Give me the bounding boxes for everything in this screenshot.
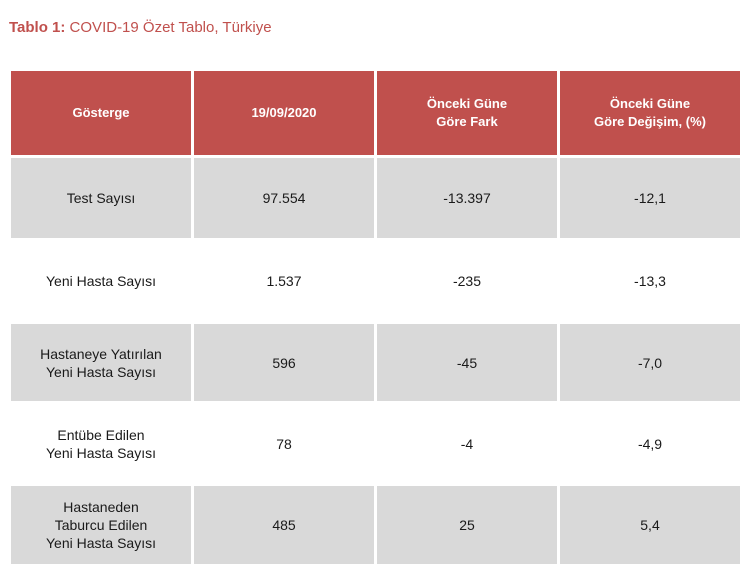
caption-label: Tablo 1:: [9, 19, 66, 36]
covid-summary-table: Gösterge 19/09/2020 Önceki Güne Göre Far…: [8, 68, 743, 567]
cell-difference: -45: [377, 324, 557, 401]
row-label: Hastaneden Taburcu Edilen Yeni Hasta Say…: [11, 486, 191, 564]
row-label: Test Sayısı: [11, 158, 191, 238]
row-label: Hastaneye Yatırılan Yeni Hasta Sayısı: [11, 324, 191, 401]
cell-change-percent: -13,3: [560, 241, 740, 321]
header-indicator: Gösterge: [11, 71, 191, 155]
cell-change-percent: 5,4: [560, 486, 740, 564]
cell-difference: -235: [377, 241, 557, 321]
cell-value: 1.537: [194, 241, 374, 321]
table-row: Entübe Edilen Yeni Hasta Sayısı 78 -4 -4…: [11, 404, 740, 483]
header-daily-change-percent: Önceki Güne Göre Değişim, (%): [560, 71, 740, 155]
cell-difference: -4: [377, 404, 557, 483]
table-caption: Tablo 1: COVID-19 Özet Tablo, Türkiye: [9, 19, 272, 36]
cell-difference: 25: [377, 486, 557, 564]
header-date: 19/09/2020: [194, 71, 374, 155]
cell-difference: -13.397: [377, 158, 557, 238]
cell-value: 78: [194, 404, 374, 483]
caption-title: COVID-19 Özet Tablo, Türkiye: [65, 19, 272, 36]
header-daily-difference: Önceki Güne Göre Fark: [377, 71, 557, 155]
cell-change-percent: -4,9: [560, 404, 740, 483]
cell-change-percent: -12,1: [560, 158, 740, 238]
table-row: Test Sayısı 97.554 -13.397 -12,1: [11, 158, 740, 238]
cell-value: 596: [194, 324, 374, 401]
table-row: Hastaneye Yatırılan Yeni Hasta Sayısı 59…: [11, 324, 740, 401]
row-label: Entübe Edilen Yeni Hasta Sayısı: [11, 404, 191, 483]
table-row: Hastaneden Taburcu Edilen Yeni Hasta Say…: [11, 486, 740, 564]
table-row: Yeni Hasta Sayısı 1.537 -235 -13,3: [11, 241, 740, 321]
cell-change-percent: -7,0: [560, 324, 740, 401]
row-label: Yeni Hasta Sayısı: [11, 241, 191, 321]
cell-value: 485: [194, 486, 374, 564]
header-row: Gösterge 19/09/2020 Önceki Güne Göre Far…: [11, 71, 740, 155]
cell-value: 97.554: [194, 158, 374, 238]
